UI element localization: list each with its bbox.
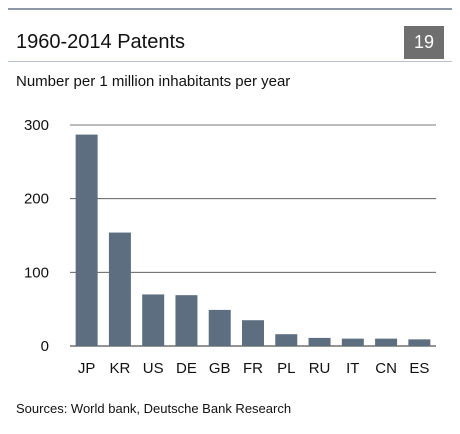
chart-title: 1960-2014 Patents [16, 31, 186, 53]
x-tick-label: KR [109, 360, 130, 377]
x-tick-label: IT [346, 360, 359, 377]
x-tick-label: US [143, 360, 164, 377]
y-tick-label: 0 [41, 338, 49, 355]
chart-number-badge: 19 [404, 26, 444, 59]
x-tick-label: GB [209, 360, 231, 377]
bar-jp [75, 134, 98, 346]
bar-es [408, 339, 431, 346]
chart-subtitle: Number per 1 million inhabitants per yea… [16, 73, 291, 90]
y-tick-label: 200 [24, 191, 49, 208]
bar-de [175, 295, 198, 346]
x-tick-label: DE [176, 360, 197, 377]
x-tick-label: JP [78, 360, 96, 377]
bar-pl [275, 334, 298, 346]
bar-fr [242, 320, 264, 346]
x-tick-label: RU [309, 360, 331, 377]
bar-cn [375, 338, 398, 346]
bar-us [142, 294, 165, 346]
source-note: Sources: World bank, Deutsche Bank Resea… [16, 401, 292, 416]
bar-gb [208, 309, 231, 346]
y-tick-label: 300 [24, 117, 49, 134]
bar-it [341, 338, 364, 346]
x-tick-label: CN [375, 360, 397, 377]
bar-kr [108, 232, 131, 346]
x-tick-label: FR [243, 360, 263, 377]
top-rule [8, 8, 452, 10]
header-rule [8, 61, 452, 62]
x-tick-label: ES [409, 360, 429, 377]
x-tick-label: PL [277, 360, 295, 377]
bar-ru [308, 337, 331, 346]
y-tick-label: 100 [24, 264, 49, 281]
